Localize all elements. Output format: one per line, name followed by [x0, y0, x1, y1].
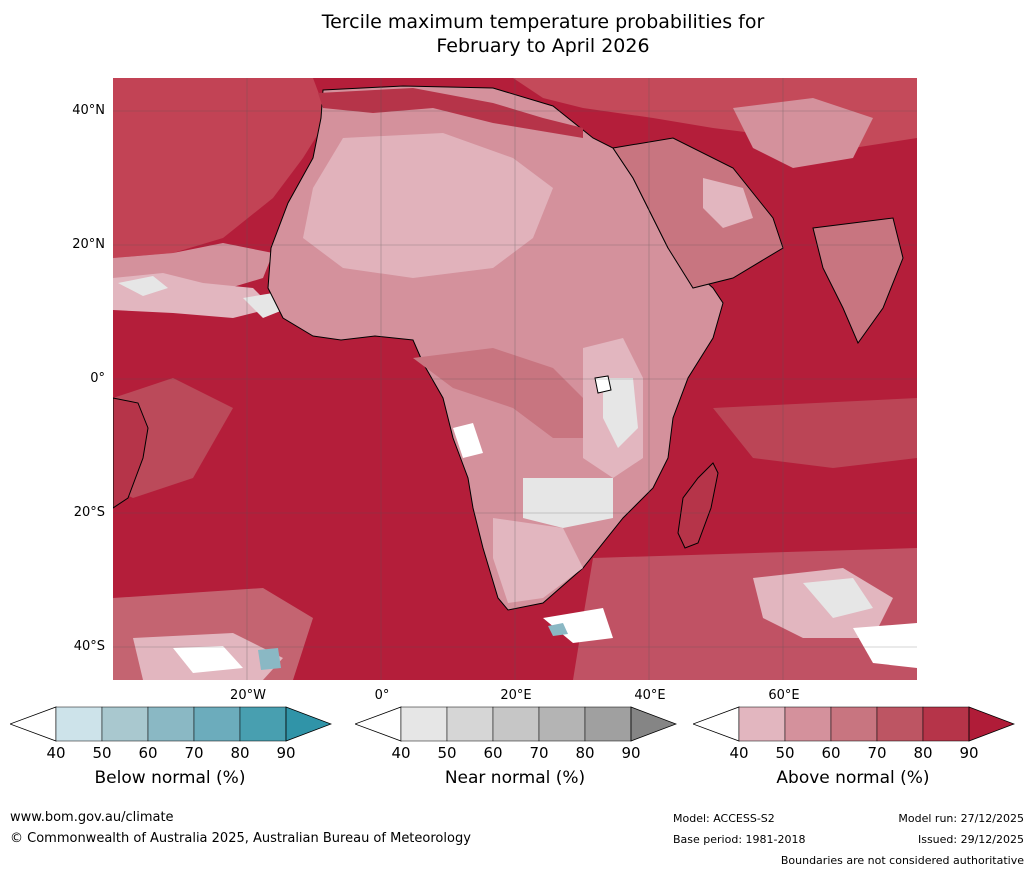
copyright-text: © Commonwealth of Australia 2025, Austra… — [10, 831, 471, 846]
near-normal-southern-ocean — [803, 578, 873, 618]
above-swatch-80-90 — [922, 706, 970, 742]
model-text: Model: ACCESS-S2 — [673, 812, 775, 825]
lake-victoria — [594, 375, 612, 394]
website-link[interactable]: www.bom.gov.au/climate — [10, 810, 174, 825]
model-run-text: Model run: 27/12/2025 — [898, 812, 1024, 825]
near-tick-80: 80 — [575, 744, 595, 762]
lat-label-20n: 20°N — [72, 237, 105, 252]
southern-africa-light — [493, 518, 583, 603]
colorbar-near-title: Near normal (%) — [444, 768, 586, 788]
below-tick-40: 40 — [46, 744, 66, 762]
above-swatch-40-50 — [738, 706, 786, 742]
colorbar-above-normal — [693, 706, 1015, 742]
near-tick-40: 40 — [391, 744, 411, 762]
near-tick-70: 70 — [529, 744, 549, 762]
graticule — [113, 78, 917, 680]
above-swatch-50-60 — [784, 706, 832, 742]
below-tick-70: 70 — [184, 744, 204, 762]
mediterranean-sea — [318, 88, 583, 138]
above-tick-80: 80 — [913, 744, 933, 762]
near-swatch-80-90 — [584, 706, 632, 742]
below-swatch-60-70 — [147, 706, 195, 742]
near-extend-low — [355, 706, 402, 742]
above-tick-60: 60 — [821, 744, 841, 762]
near-normal-patch-angola — [453, 423, 483, 458]
base-period-text: Base period: 1981-2018 — [673, 833, 806, 846]
below-swatch-40-50 — [55, 706, 103, 742]
above-tick-90: 90 — [959, 744, 979, 762]
indian-subcontinent — [812, 217, 904, 345]
near-swatch-70-80 — [538, 706, 586, 742]
lat-label-equator: 0° — [90, 371, 105, 386]
above-extend-low — [693, 706, 740, 742]
colorbar-above-normal-bar — [693, 706, 1015, 742]
lat-label-20s: 20°S — [73, 505, 105, 520]
colorbar-below-normal — [10, 706, 332, 742]
below-swatch-80-90 — [239, 706, 287, 742]
near-swatch-40-50 — [400, 706, 448, 742]
below-tick-80: 80 — [230, 744, 250, 762]
near-normal-patch-south — [543, 608, 613, 643]
lat-label-40s: 40°S — [73, 639, 105, 654]
near-swatch-50-60 — [446, 706, 494, 742]
near-tick-60: 60 — [483, 744, 503, 762]
lon-label-20e: 20°E — [500, 688, 532, 703]
colorbar-above-title: Above normal (%) — [776, 768, 930, 788]
title-line-1: Tercile maximum temperature probabilitie… — [321, 11, 765, 33]
near-swatch-60-70 — [492, 706, 540, 742]
lon-label-20w: 20°W — [230, 688, 266, 703]
below-swatch-50-60 — [101, 706, 149, 742]
probability-map — [113, 78, 917, 680]
west-atlantic-band — [113, 378, 233, 498]
colorbar-below-title: Below normal (%) — [94, 768, 246, 788]
title-line-2: February to April 2026 — [436, 35, 650, 57]
near-normal-patch-southwest — [173, 646, 243, 673]
region-north-atlantic — [113, 78, 328, 258]
region-iran-light — [733, 98, 873, 168]
near-normal-east-africa — [603, 378, 638, 448]
lon-label-60e: 60°E — [768, 688, 800, 703]
arabia-light-patch — [703, 178, 753, 228]
below-tick-60: 60 — [138, 744, 158, 762]
below-tick-90: 90 — [276, 744, 296, 762]
above-swatch-60-70 — [830, 706, 878, 742]
map-canvas — [113, 78, 917, 680]
near-tick-50: 50 — [437, 744, 457, 762]
above-tick-50: 50 — [775, 744, 795, 762]
indian-ocean-band — [713, 398, 917, 468]
below-swatch-70-80 — [193, 706, 241, 742]
above-extend-high — [968, 706, 1015, 742]
above-tick-70: 70 — [867, 744, 887, 762]
south-america-edge — [113, 397, 149, 509]
madagascar — [677, 462, 719, 549]
colorbar-near-normal-bar — [355, 706, 677, 742]
arabian-peninsula — [612, 137, 784, 289]
lat-label-40n: 40°N — [72, 103, 105, 118]
below-extend-high — [285, 706, 332, 742]
above-tick-40: 40 — [729, 744, 749, 762]
issued-text: Issued: 29/12/2025 — [917, 833, 1024, 846]
below-extend-low — [10, 706, 57, 742]
colorbar-below-normal-bar — [10, 706, 332, 742]
above-swatch-70-80 — [876, 706, 924, 742]
near-normal-patch-atlantic — [118, 276, 168, 296]
sahara-light-region — [303, 133, 553, 278]
below-normal-patch-southwest — [258, 648, 281, 670]
disclaimer-text: Boundaries are not considered authoritat… — [780, 854, 1024, 867]
central-africa-region — [413, 348, 583, 438]
below-normal-patch-south — [548, 623, 568, 636]
chart-title: Tercile maximum temperature probabilitie… — [243, 10, 843, 58]
lon-label-0: 0° — [374, 688, 390, 703]
near-normal-patch-southeast — [853, 623, 917, 668]
below-tick-50: 50 — [92, 744, 112, 762]
near-tick-90: 90 — [621, 744, 641, 762]
lon-label-40e: 40°E — [634, 688, 666, 703]
near-normal-southern-africa — [523, 478, 613, 528]
near-extend-high — [630, 706, 677, 742]
colorbar-near-normal — [355, 706, 677, 742]
